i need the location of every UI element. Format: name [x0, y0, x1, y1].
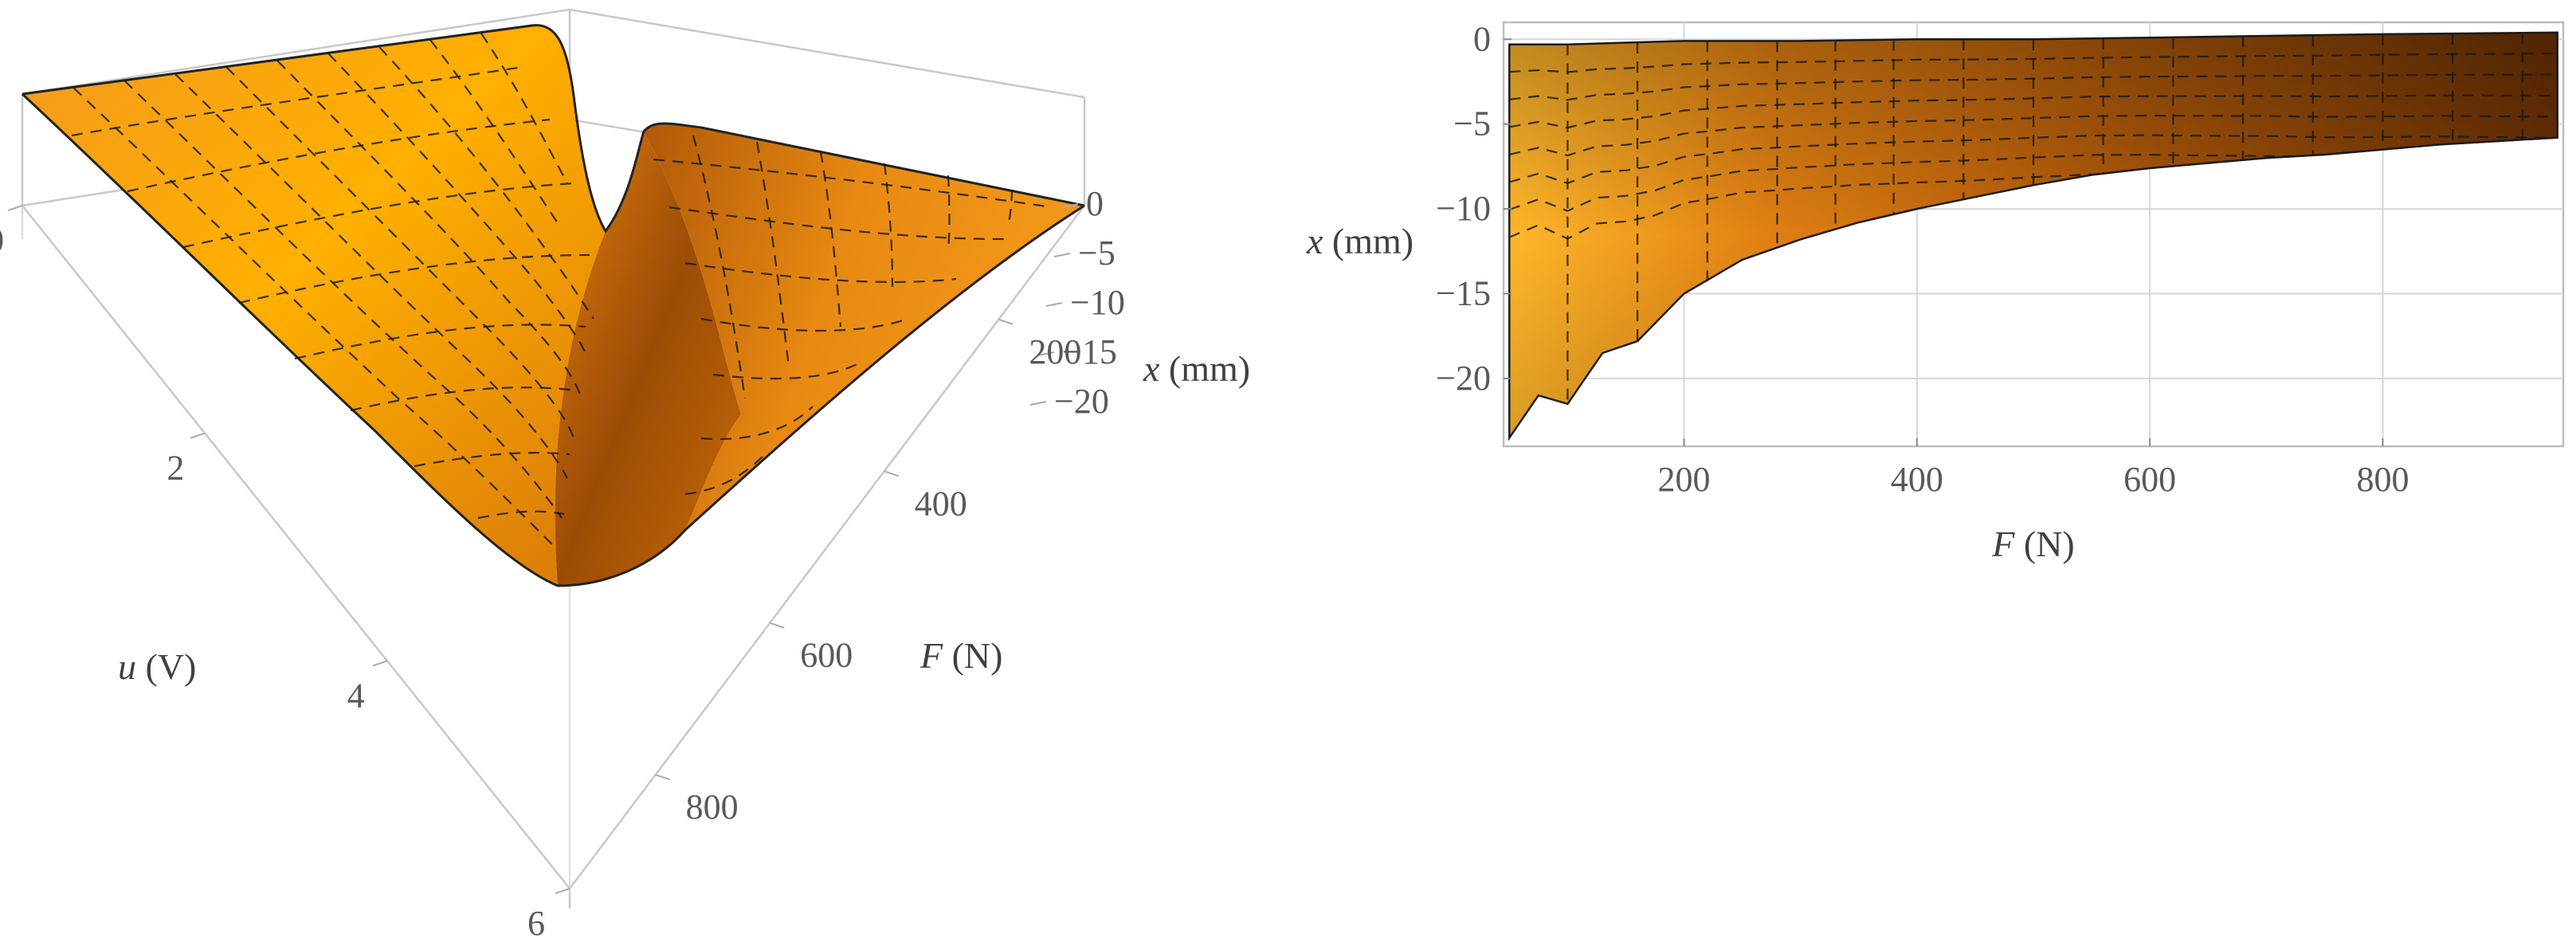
f-axis-label-unit: (N) [2014, 524, 2074, 564]
f-axis-tick-400: 400 [1891, 460, 1943, 499]
svg-text:F (N): F (N) [919, 635, 1002, 676]
u-axis-3d-ticks: 0 2 4 6 [0, 205, 570, 942]
x-axis-3d-tick-mark--10 [1045, 302, 1063, 307]
x-axis-3d-label-unit: (mm) [1159, 348, 1250, 389]
x-axis-ticks: 0 −5 −10 −15 −20 [1436, 19, 1511, 398]
surface-3d-plot: 0 −5 −10 −15 −20 x (mm) 0 2 4 6 u (V) 200 400 600… [0, 8, 1250, 942]
u-axis-3d-tick-mark-0 [7, 205, 23, 211]
x-axis-3d-tick--20: −20 [1054, 382, 1109, 421]
projection-area [1508, 31, 2558, 442]
mesh-curve-3 [1509, 94, 2558, 129]
mesh-curve-2 [1509, 73, 2558, 101]
u-axis-3d-tick-2: 2 [167, 449, 184, 488]
u-axis-3d-label: u (V) [118, 646, 196, 687]
plot-frame [1502, 21, 2565, 448]
u-axis-3d-label-var: u [118, 646, 136, 687]
f-axis-3d-tick-mark-200 [998, 318, 1014, 325]
x-axis-3d-tick-mark-0 [1061, 203, 1079, 208]
x-axis-3d-tick-mark--15 [1037, 351, 1055, 356]
x-axis-3d-tick-0: 0 [1086, 184, 1104, 223]
f-axis-3d-tick-400: 400 [915, 484, 967, 523]
x-axis-3d-tick-mark--20 [1029, 401, 1047, 406]
x-axis-3d-ticks: 0 −5 −10 −15 −20 [1029, 184, 1125, 421]
u-axis-3d-tick-0: 0 [0, 221, 4, 260]
x-axis-tick--5: −5 [1453, 104, 1491, 143]
x-axis-3d-tick--10: −10 [1070, 283, 1125, 322]
mesh-curve-7 [1508, 136, 2558, 240]
x-axis-tick--10: −10 [1436, 189, 1491, 228]
f-axis-3d-label: F (N) [919, 635, 1002, 676]
surface [21, 24, 1085, 587]
f-axis-3d-tick-mark-800 [655, 774, 670, 781]
f-axis-3d-label-var: F [919, 635, 943, 676]
f-axis-3d-label-unit: (N) [943, 635, 1002, 676]
f-axis-label: F (N) [1991, 524, 2074, 564]
u-axis-3d-tick-4: 4 [347, 676, 365, 715]
f-axis-3d-tick-mark-400 [884, 470, 900, 477]
f-axis-3d-tick-600: 600 [800, 636, 853, 675]
u-axis-3d-tick-mark-6 [555, 888, 570, 894]
surface-left-sheet [22, 25, 606, 586]
x-axis-3d-tick--5: −5 [1078, 234, 1115, 273]
f-axis-tick-200: 200 [1658, 460, 1711, 499]
projection-mesh [1508, 33, 2558, 404]
x-axis-tick-0: 0 [1473, 19, 1491, 58]
mesh-curve-5 [1508, 134, 2558, 185]
x-axis-tick--20: −20 [1436, 359, 1491, 398]
svg-text:u (V): u (V) [118, 646, 196, 687]
x-axis-label-var: x [1306, 221, 1323, 261]
svg-text:x (mm): x (mm) [1143, 348, 1250, 389]
projection-2d-plot: 200 400 600 800 0 −5 −10 −15 −20 F (N) x (mm) [1306, 19, 2565, 564]
u-axis-3d-tick-6: 6 [527, 904, 545, 942]
f-axis-3d-tick-mark-600 [769, 622, 785, 629]
x-axis-3d-label-var: x [1143, 348, 1160, 389]
u-axis-3d-label-unit: (V) [136, 646, 196, 687]
surface-mesh [71, 33, 1053, 551]
x-axis-label: x (mm) [1306, 221, 1413, 261]
x-axis-label-unit: (mm) [1323, 221, 1413, 261]
x-axis-tick--15: −15 [1436, 273, 1491, 312]
f-axis-tick-600: 600 [2123, 460, 2176, 499]
u-axis-3d-tick-mark-2 [190, 432, 206, 439]
f-axis-ticks: 200 400 600 800 [1658, 438, 2409, 499]
surface-valley [555, 131, 741, 586]
f-axis-tick-800: 800 [2356, 460, 2409, 499]
x-axis-3d-tick--15: −15 [1062, 332, 1117, 371]
f-axis-3d-tick-800: 800 [686, 787, 739, 826]
mesh-curve-1 [1509, 53, 2558, 73]
f-axis-3d-tick-200: 200 [1029, 332, 1081, 371]
mesh-curve-4 [1509, 114, 2558, 157]
u-axis-3d-tick-mark-4 [372, 660, 388, 667]
x-axis-3d-label: x (mm) [1143, 348, 1250, 389]
x-axis-3d-tick-mark--5 [1053, 253, 1071, 257]
f-axis-3d-ticks: 200 400 600 800 [655, 318, 1081, 826]
surface-right-sheet [644, 124, 1084, 530]
projection-shade [1509, 32, 2558, 438]
f-axis-label-var: F [1991, 524, 2015, 564]
